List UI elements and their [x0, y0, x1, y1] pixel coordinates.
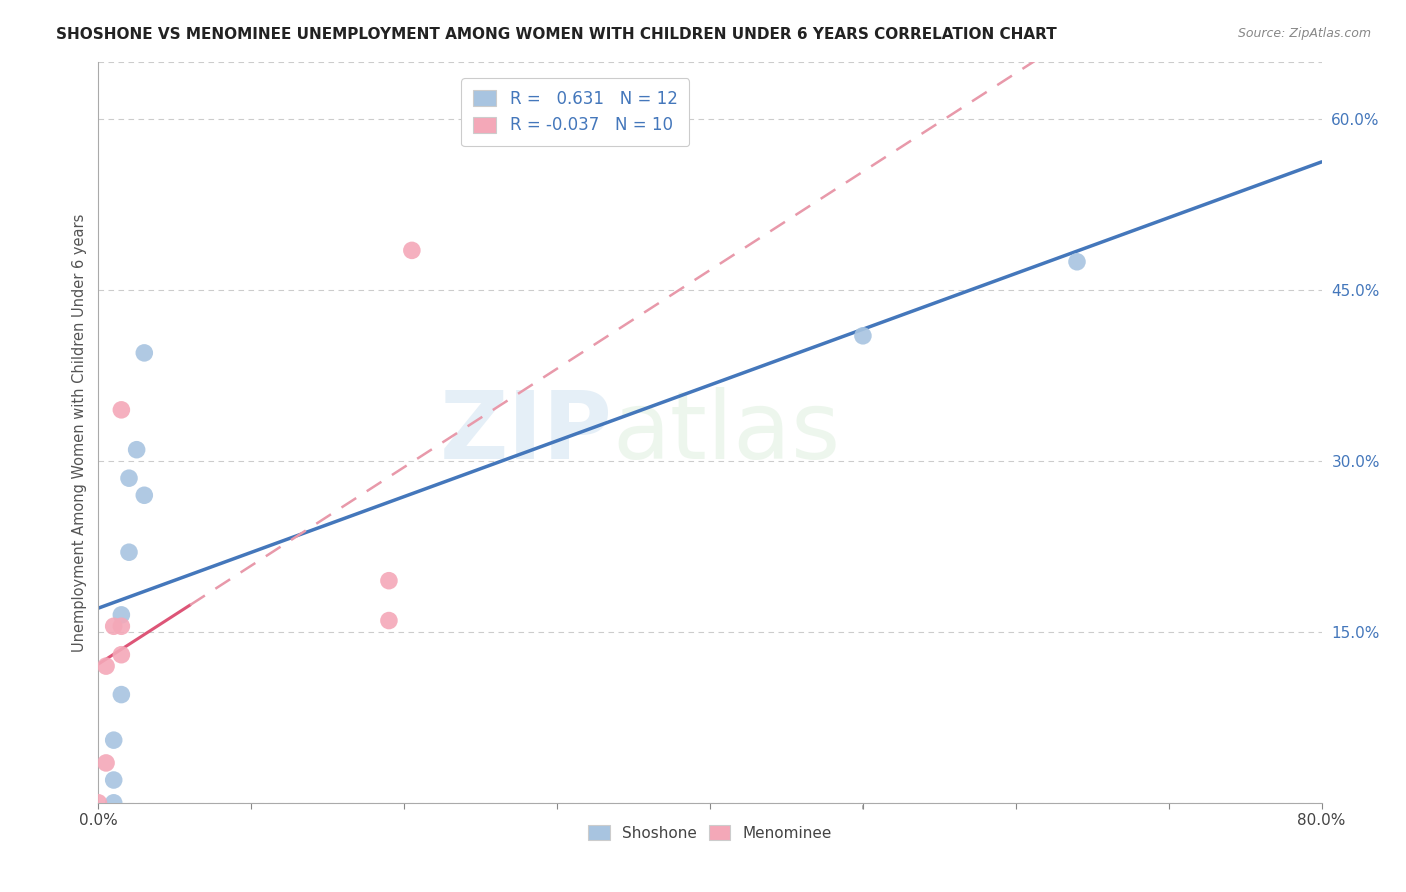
- Point: [103, 796, 125, 810]
- Legend: Shoshone, Menominee: Shoshone, Menominee: [582, 819, 838, 847]
- Y-axis label: Unemployment Among Women with Children Under 6 years: Unemployment Among Women with Children U…: [72, 213, 87, 652]
- Point: [378, 614, 401, 628]
- Point: [110, 619, 132, 633]
- Point: [110, 648, 132, 662]
- Point: [118, 471, 141, 485]
- Point: [110, 402, 132, 417]
- Point: [134, 488, 156, 502]
- Point: [134, 346, 156, 360]
- Text: ZIP: ZIP: [439, 386, 612, 479]
- Text: Source: ZipAtlas.com: Source: ZipAtlas.com: [1237, 27, 1371, 40]
- Point: [103, 619, 125, 633]
- Point: [94, 659, 117, 673]
- Point: [852, 328, 875, 343]
- Point: [94, 756, 117, 770]
- Point: [110, 688, 132, 702]
- Text: atlas: atlas: [612, 386, 841, 479]
- Point: [103, 733, 125, 747]
- Text: SHOSHONE VS MENOMINEE UNEMPLOYMENT AMONG WOMEN WITH CHILDREN UNDER 6 YEARS CORRE: SHOSHONE VS MENOMINEE UNEMPLOYMENT AMONG…: [56, 27, 1057, 42]
- Point: [87, 796, 110, 810]
- Point: [103, 772, 125, 787]
- Point: [378, 574, 401, 588]
- Point: [118, 545, 141, 559]
- Point: [401, 244, 423, 258]
- Point: [1066, 254, 1088, 268]
- Point: [125, 442, 148, 457]
- Point: [110, 607, 132, 622]
